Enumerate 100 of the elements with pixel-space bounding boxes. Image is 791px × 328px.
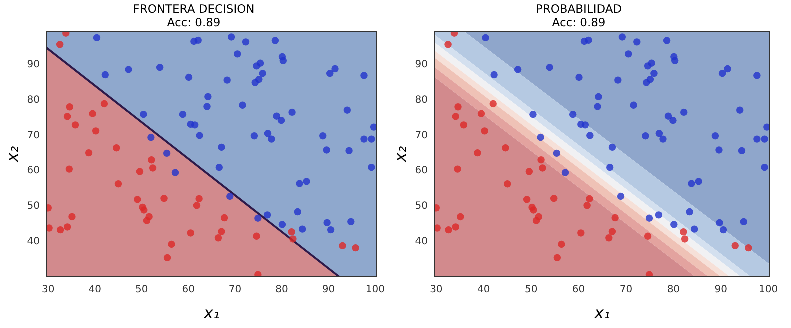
point [64,113,72,120]
point [56,41,64,48]
point [346,147,353,155]
point [454,166,462,173]
point [204,103,211,110]
point [624,50,632,58]
point [92,128,100,135]
point [278,116,286,124]
point [690,226,698,233]
point [327,226,335,234]
point [149,164,157,172]
point [66,104,74,111]
point [490,71,498,79]
point [85,149,93,157]
x-tick-label: 100 [759,284,778,296]
point [761,136,768,143]
point [218,228,226,236]
point [344,106,352,114]
point [324,219,331,227]
x-tick-label: 40 [88,284,102,296]
y-tick-label: 70 [27,130,40,142]
point [220,214,228,222]
point [745,244,752,252]
point [56,226,64,234]
point [736,106,744,114]
point [192,122,199,129]
point [339,242,346,250]
point [716,219,724,227]
point [644,232,652,240]
point [256,60,264,67]
point [224,76,231,84]
point [264,130,272,138]
x-tick-label: 70 [228,284,242,296]
point [740,218,748,226]
point [457,213,464,221]
point [672,57,679,65]
point [530,110,537,118]
x-tick-label: 100 [366,284,385,296]
point [290,236,297,243]
point [646,214,654,222]
y-tick-label: 80 [27,95,40,106]
point [724,65,732,73]
point [553,150,561,158]
point [608,144,616,152]
point [538,156,545,164]
point [296,180,304,188]
point [612,214,619,222]
point [481,128,488,135]
chart-subtitle: Acc: 0.89 [167,16,221,30]
point [323,146,330,154]
chart-title: PROBABILIDAD [536,2,622,16]
point [546,64,554,72]
point [280,57,287,65]
point [278,221,286,228]
point [136,168,144,176]
point [530,206,538,214]
point [618,34,626,41]
point [738,147,746,155]
x-tick-label: 60 [182,284,195,296]
point [216,164,223,172]
x-tick-label: 30 [430,284,443,296]
point [256,76,263,84]
point [196,195,203,203]
point [474,149,482,157]
point [326,70,334,78]
point [204,93,212,101]
x-tick-label: 50 [135,284,148,296]
x-tick-label: 60 [572,284,586,296]
point [716,146,723,154]
point [606,164,614,172]
point [558,240,566,248]
point [125,66,132,74]
y-tick-label: 80 [415,95,428,106]
point [460,122,468,129]
point [239,102,246,109]
point [584,202,591,210]
point [264,212,272,219]
point [670,116,677,124]
point [523,196,531,204]
point [113,144,120,152]
point [332,65,339,73]
point [193,202,201,210]
point [614,76,622,84]
point [452,113,460,120]
point [586,195,594,203]
point [660,136,667,143]
point [688,180,696,188]
point [478,110,486,118]
point [254,271,262,277]
point [47,224,53,232]
point [164,254,172,262]
y-tick-label: 60 [27,166,40,177]
point [606,234,613,242]
point [253,232,260,240]
point [179,110,187,118]
point [504,180,512,188]
point [140,110,148,118]
point [352,244,360,252]
x-tick-label: 50 [524,284,538,296]
point [298,226,306,233]
